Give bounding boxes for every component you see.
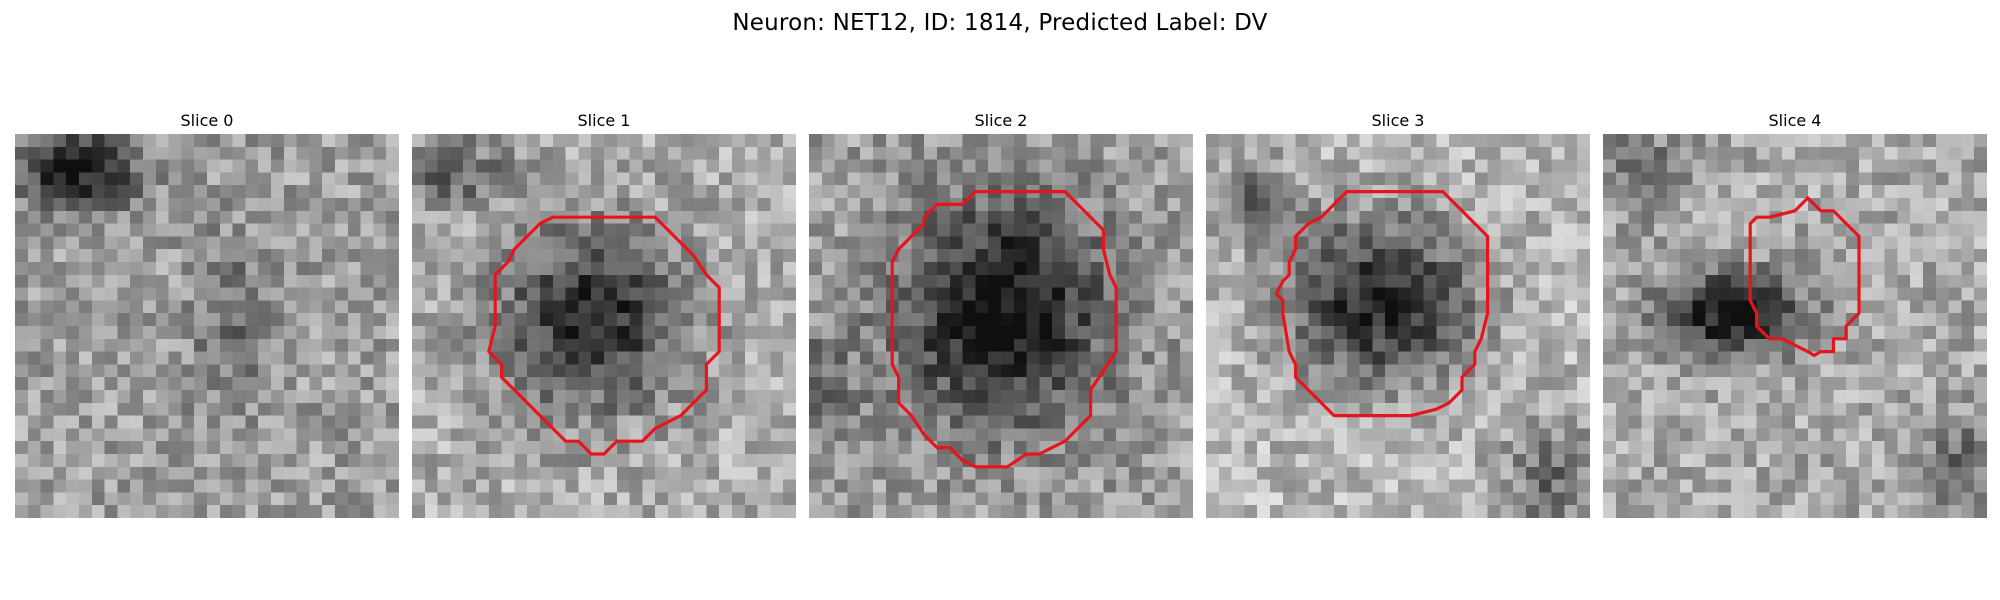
roi-contour — [1274, 190, 1490, 418]
slice-image — [1603, 134, 1987, 518]
slice-panel-4: Slice 4 — [1603, 108, 1987, 518]
slice-title: Slice 3 — [1371, 111, 1425, 130]
slice-image — [809, 134, 1193, 518]
slice-panel-2: Slice 2 — [809, 108, 1193, 518]
roi-contour — [890, 190, 1118, 469]
roi-contour — [1748, 196, 1861, 358]
slice-title: Slice 1 — [577, 111, 631, 130]
figure-title: Neuron: NET12, ID: 1814, Predicted Label… — [732, 10, 1268, 36]
roi-contour — [487, 215, 721, 456]
slice-image — [1206, 134, 1590, 518]
slice-title: Slice 2 — [974, 111, 1028, 130]
pixel-grid — [412, 134, 796, 518]
pixel-grid — [15, 134, 399, 518]
slice-image — [412, 134, 796, 518]
slice-panel-0: Slice 0 — [15, 108, 399, 518]
pixel-grid — [809, 134, 1193, 518]
pixel-grid — [1603, 134, 1987, 518]
slice-title: Slice 4 — [1768, 111, 1822, 130]
slice-panel-1: Slice 1 — [412, 108, 796, 518]
slice-panel-3: Slice 3 — [1206, 108, 1590, 518]
pixel-grid — [1206, 134, 1590, 518]
slice-title: Slice 0 — [180, 111, 234, 130]
slice-image — [15, 134, 399, 518]
